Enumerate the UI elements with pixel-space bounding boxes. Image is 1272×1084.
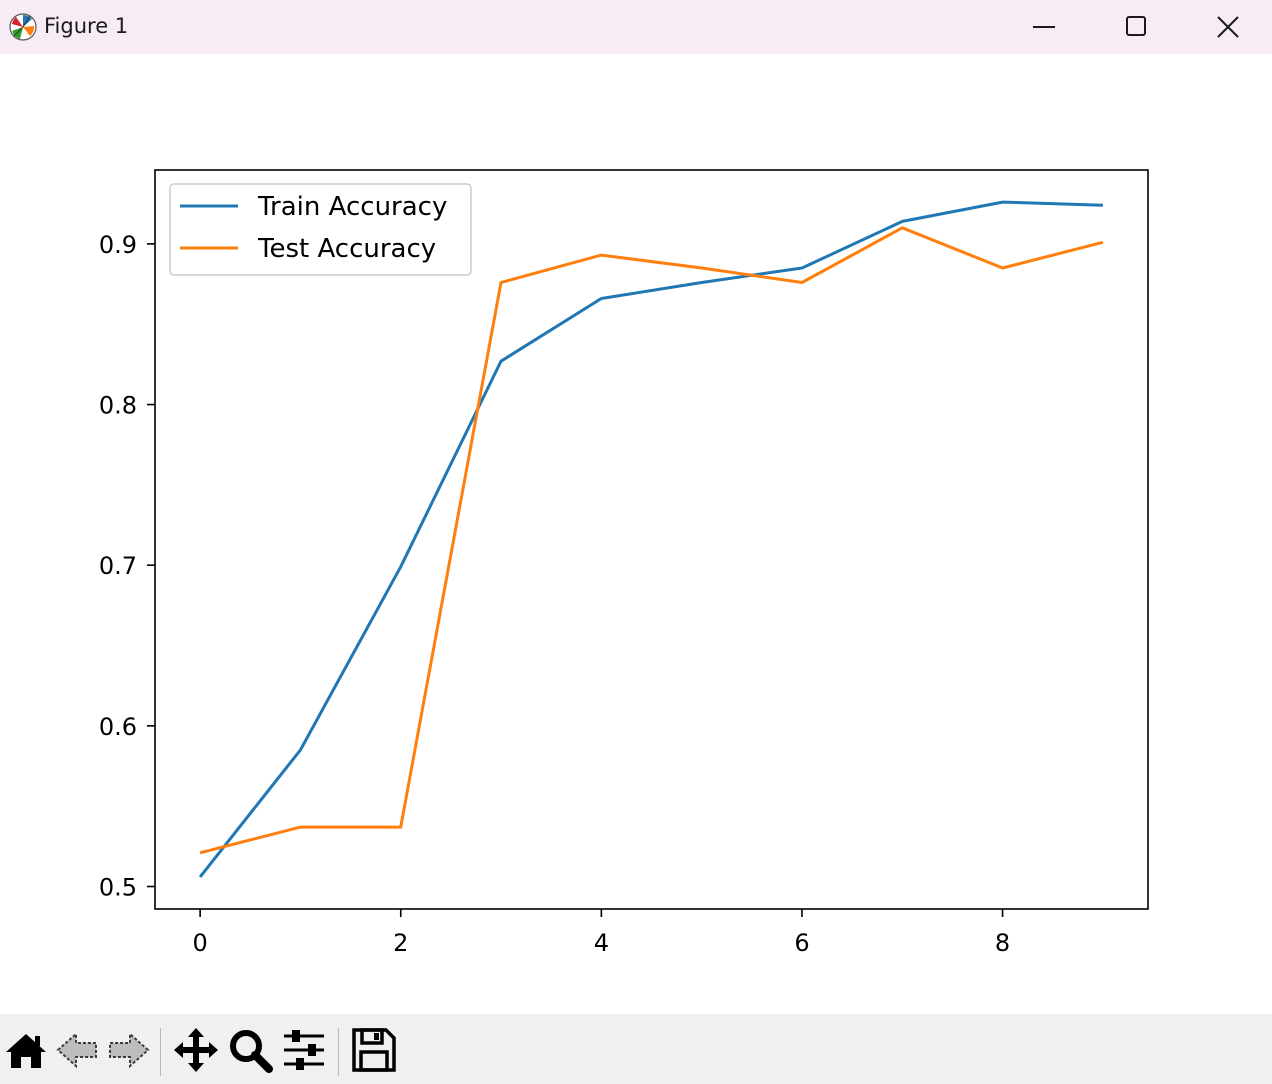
ticks-layer: 0 2 4 6 8 0.5 0.6 0.7 0.8 0.9 — [99, 231, 1010, 957]
window-title: Figure 1 — [44, 14, 129, 38]
x-tick-label: 4 — [594, 929, 609, 957]
forward-button[interactable] — [104, 1026, 152, 1074]
legend: Train Accuracy Test Accuracy — [169, 183, 472, 276]
back-button[interactable] — [54, 1026, 102, 1074]
y-tick-label: 0.9 — [99, 231, 137, 259]
pan-button[interactable] — [172, 1026, 220, 1074]
minimize-icon — [1033, 26, 1055, 28]
series-layer — [198, 200, 1104, 878]
y-tick-label: 0.7 — [99, 552, 137, 580]
forward-arrow-icon — [109, 1031, 150, 1069]
title-bar[interactable]: Figure 1 — [0, 0, 1272, 54]
maximize-icon — [1126, 16, 1146, 36]
close-button[interactable] — [1182, 0, 1272, 54]
minimize-button[interactable] — [998, 0, 1090, 54]
legend-label-1: Test Accuracy — [257, 234, 436, 264]
configure-subplots-button[interactable] — [280, 1026, 328, 1074]
x-tick-label: 2 — [393, 929, 408, 957]
series-line-1 — [199, 226, 1104, 855]
back-arrow-icon — [56, 1031, 97, 1069]
y-tick-label: 0.5 — [99, 874, 137, 902]
maximize-button[interactable] — [1090, 0, 1182, 54]
series-line-0 — [198, 200, 1103, 878]
line-chart: 0 2 4 6 8 0.5 0.6 0.7 0.8 0.9 Train Accuracy Test … — [99, 169, 1149, 957]
legend-label-0: Train Accuracy — [257, 192, 447, 222]
y-tick-label: 0.6 — [99, 713, 137, 741]
toolbar-separator — [160, 1028, 161, 1076]
matplotlib-logo-icon — [9, 13, 37, 41]
axes-frame — [154, 169, 1149, 910]
home-button[interactable] — [2, 1026, 50, 1074]
home-icon — [6, 1034, 46, 1068]
y-tick-label: 0.8 — [99, 392, 137, 420]
x-tick-label: 0 — [192, 929, 207, 957]
close-icon — [1217, 16, 1239, 38]
save-button[interactable] — [350, 1026, 398, 1074]
zoom-button[interactable] — [226, 1026, 274, 1074]
x-tick-label: 6 — [794, 929, 809, 957]
zoom-magnifier-icon — [230, 1030, 273, 1073]
toolbar-separator — [338, 1028, 339, 1076]
pan-move-icon — [174, 1028, 218, 1072]
configure-subplots-icon — [284, 1030, 324, 1070]
navigation-toolbar — [0, 1014, 1272, 1084]
legend-box — [169, 183, 472, 276]
x-tick-label: 8 — [995, 929, 1010, 957]
save-floppy-icon — [352, 1028, 396, 1072]
figure-canvas[interactable]: 0 2 4 6 8 0.5 0.6 0.7 0.8 0.9 Train Accuracy Test … — [0, 54, 1272, 1014]
